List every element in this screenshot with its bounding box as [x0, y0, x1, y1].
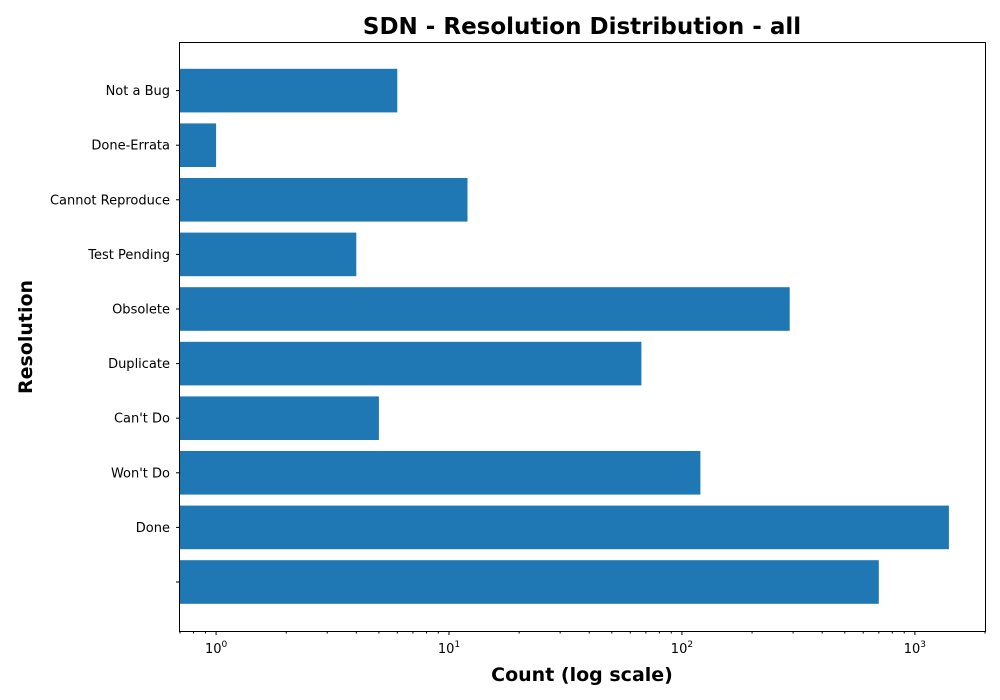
y-tick-label: Obsolete — [112, 303, 170, 318]
x-tick-label: 102 — [671, 640, 693, 657]
x-tick-base: 10 — [671, 642, 688, 657]
y-tick-label: Test Pending — [87, 248, 170, 263]
y-tick-label: Cannot Reproduce — [50, 193, 170, 208]
y-axis-label: Resolution — [15, 280, 37, 394]
x-tick-exponent: 3 — [920, 640, 926, 650]
x-tick-exponent: 1 — [454, 640, 460, 650]
bar — [180, 232, 357, 277]
y-tick-label: Done-Errata — [91, 139, 170, 154]
x-tick-base: 10 — [904, 642, 921, 657]
x-tick-label: 100 — [205, 640, 228, 657]
y-tick-label: Done — [136, 521, 170, 536]
y-tick-label: Not a Bug — [106, 84, 170, 99]
bar — [180, 287, 790, 331]
bar — [180, 396, 379, 440]
bar — [180, 341, 642, 386]
y-tick-label: Duplicate — [108, 357, 170, 372]
y-tick-label: Won't Do — [111, 466, 170, 481]
bar — [180, 178, 468, 222]
x-tick-label: 101 — [438, 640, 460, 657]
x-axis-label: Count (log scale) — [491, 664, 673, 686]
y-axis-ticks: Done Won't Do Can't Do Duplicate Obsolete Tes… — [50, 84, 180, 583]
x-tick-exponent: 2 — [687, 640, 693, 650]
bars-group — [180, 68, 949, 604]
x-tick-label: 103 — [904, 640, 926, 657]
x-tick-base: 10 — [438, 642, 455, 657]
y-tick-label: Can't Do — [114, 412, 170, 427]
bar — [180, 123, 217, 167]
plot-frame — [179, 42, 986, 632]
bar — [180, 505, 949, 550]
x-tick-base: 10 — [205, 642, 222, 657]
x-tick-exponent: 0 — [221, 640, 227, 650]
bar — [180, 560, 879, 604]
bar — [180, 68, 398, 113]
x-axis-ticks: 100 101 102 103 — [179, 631, 986, 657]
chart-title: SDN - Resolution Distribution - all — [363, 14, 801, 40]
bar — [180, 451, 701, 495]
